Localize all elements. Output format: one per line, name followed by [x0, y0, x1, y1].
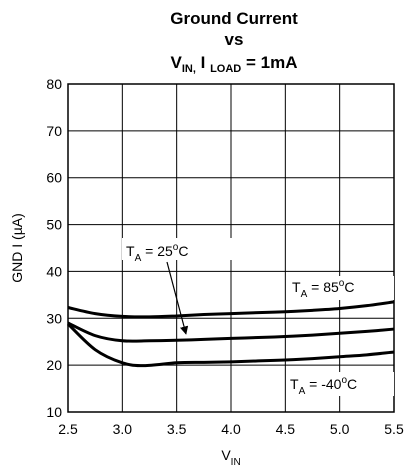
chart-title-line2: vs — [225, 30, 244, 49]
grid-lines — [67, 83, 395, 413]
title-i-main: I — [196, 53, 210, 72]
annotation-25c-backdrop — [122, 238, 232, 260]
annotation-minus40c-unit: C — [347, 376, 357, 392]
annotation-25c-value: = 25 — [141, 243, 173, 259]
y-tick-label: 10 — [46, 404, 62, 420]
annotation-85c-t: T — [292, 279, 301, 295]
annotation-85c-sup: o — [339, 278, 345, 289]
x-tick-label: 4.0 — [221, 421, 241, 437]
y-tick-label: 20 — [46, 357, 62, 373]
x-tick-label: 2.5 — [58, 421, 78, 437]
x-axis-label: VIN — [221, 447, 240, 468]
annotation-minus40c: TA = -40oC — [290, 375, 357, 397]
series-annotations: TA = 25oC TA = 85oC TA = -40oC — [122, 238, 394, 397]
title-vin-sub: IN, — [182, 63, 196, 75]
plot-frame — [67, 83, 395, 413]
series-line-0 — [67, 300, 395, 319]
annotation-85c-backdrop — [288, 276, 394, 300]
y-tick-label: 50 — [46, 217, 62, 233]
x-tick-label: 3.5 — [167, 421, 187, 437]
x-axis-label-sub: IN — [231, 457, 241, 468]
y-axis-label: GND I (µA) — [9, 213, 25, 283]
chart-title-line3: VIN, I LOAD = 1mA — [171, 53, 298, 75]
title-load-sub: LOAD — [210, 63, 241, 75]
y-tick-label: 80 — [46, 76, 62, 92]
y-tick-label: 70 — [46, 123, 62, 139]
annotation-minus40c-value: = -40 — [305, 376, 341, 392]
annotation-25c-unit: C — [178, 243, 188, 259]
title-value: = 1mA — [241, 53, 297, 72]
y-tick-label: 40 — [46, 263, 62, 279]
annotation-85c-sub: A — [301, 289, 308, 300]
annotation-25c: TA = 25oC — [126, 242, 188, 264]
x-tick-label: 5.0 — [330, 421, 350, 437]
x-axis-ticks: 2.5 3.0 3.5 4.0 4.5 5.0 5.5 — [58, 421, 404, 437]
annotation-minus40c-backdrop — [288, 372, 394, 396]
annotation-85c-unit: C — [344, 279, 354, 295]
annotation-85c: TA = 85oC — [292, 278, 354, 300]
x-axis-label-main: V — [221, 447, 231, 463]
annotation-25c-sup: o — [173, 242, 179, 253]
annotation-85c-value: = 85 — [307, 279, 339, 295]
annotation-25c-sub: A — [135, 253, 142, 264]
y-tick-label: 30 — [46, 310, 62, 326]
y-axis-ticks: 10 20 30 40 50 60 70 80 — [46, 76, 62, 420]
x-tick-label: 4.5 — [276, 421, 296, 437]
annotation-minus40c-sub: A — [299, 386, 306, 397]
annotation-minus40c-sup: o — [341, 375, 347, 386]
series-lines — [66, 300, 395, 368]
y-tick-label: 60 — [46, 170, 62, 186]
annotation-25c-t: T — [126, 243, 135, 259]
x-tick-label: 3.0 — [113, 421, 133, 437]
series-line-1 — [67, 321, 395, 343]
x-tick-label: 5.5 — [384, 421, 404, 437]
annotation-25c-arrow — [166, 261, 189, 335]
title-vin-main: V — [171, 53, 183, 72]
chart-title-line1: Ground Current — [170, 9, 298, 28]
series-line-2 — [66, 322, 395, 368]
annotation-minus40c-t: T — [290, 376, 299, 392]
